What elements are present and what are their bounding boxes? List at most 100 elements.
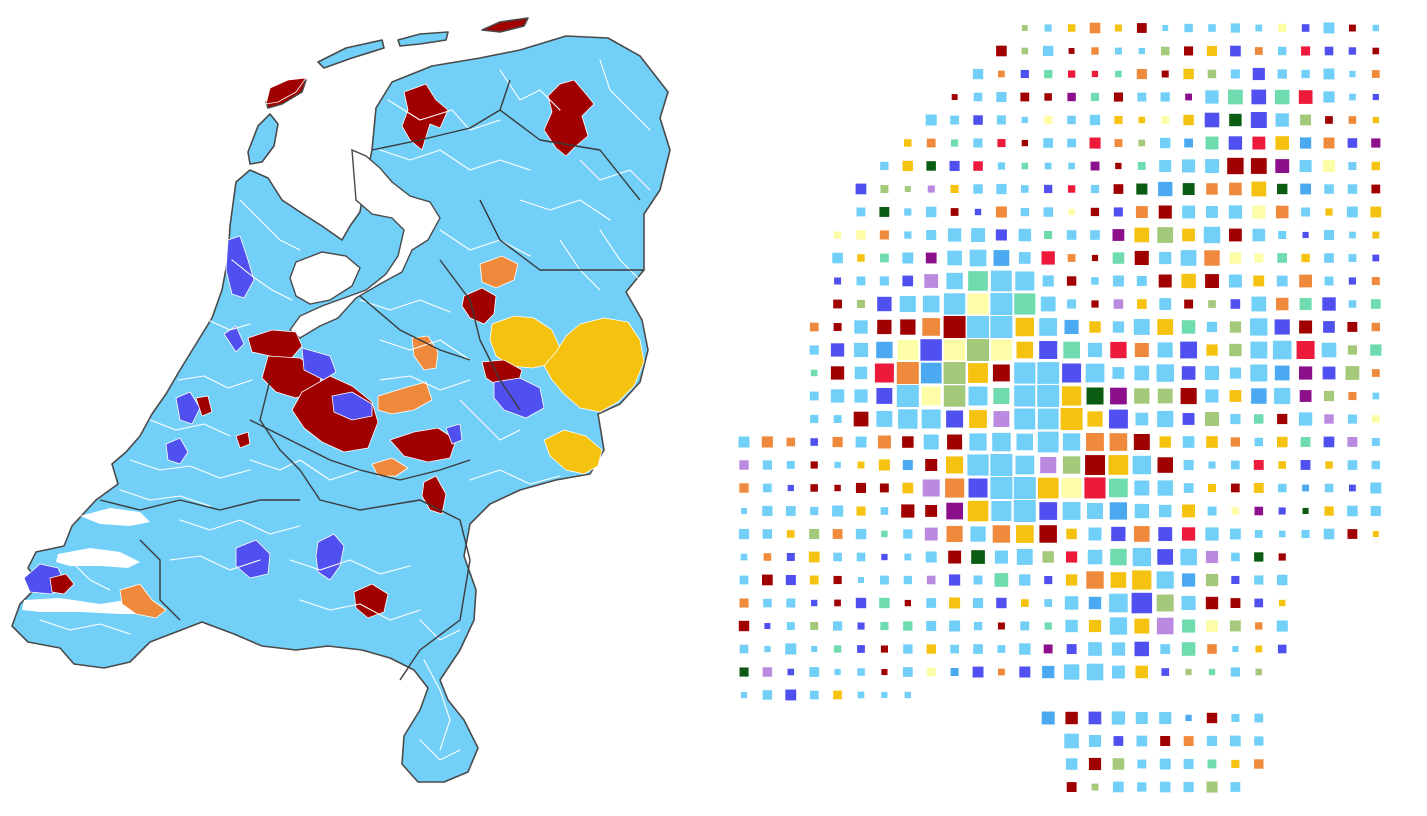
grid-tile	[922, 479, 940, 497]
grid-tile	[856, 230, 866, 240]
grid-tile	[854, 366, 868, 380]
grid-tile	[1158, 527, 1173, 541]
grid-tile	[898, 409, 918, 429]
grid-tile	[926, 598, 937, 608]
grid-tile	[990, 477, 1013, 499]
grid-tile	[1253, 460, 1264, 470]
grid-tile	[1158, 205, 1172, 219]
grid-tile	[1021, 162, 1029, 170]
grid-tile	[738, 528, 750, 540]
grid-tile	[949, 620, 961, 632]
grid-tile	[1275, 205, 1289, 219]
province-border	[359, 295, 471, 361]
municipality-border	[423, 659, 451, 751]
grid-tile	[1253, 275, 1265, 287]
grid-tile	[1018, 228, 1032, 242]
grid-tile	[943, 293, 966, 315]
grid-tile	[1254, 47, 1263, 55]
grid-tile	[1132, 455, 1151, 475]
grid-tile	[903, 644, 913, 654]
grid-tile	[787, 668, 795, 676]
grid-tile	[1133, 434, 1150, 450]
grid-tile	[968, 363, 988, 383]
grid-tile	[1043, 138, 1053, 148]
grid-tile	[1300, 137, 1312, 149]
grid-tile	[877, 296, 892, 312]
grid-tile	[1090, 92, 1099, 101]
grid-tile	[1134, 227, 1150, 243]
grid-tile	[1037, 385, 1060, 407]
municipality-border	[519, 199, 611, 221]
grid-tile	[1066, 230, 1077, 240]
grid-tile	[973, 115, 983, 125]
grid-tile	[1089, 114, 1101, 126]
grid-tile	[739, 575, 749, 585]
grid-tile	[997, 622, 1005, 630]
grid-tile	[1087, 342, 1103, 358]
grid-tile	[1228, 205, 1242, 219]
grid-tile	[992, 525, 1011, 543]
grid-tile	[1277, 413, 1288, 425]
grid-tile	[857, 461, 865, 469]
municipality-border	[419, 739, 461, 761]
grid-tile	[1136, 276, 1147, 286]
grid-tile	[1181, 595, 1196, 610]
grid-tile	[1229, 390, 1242, 402]
municipality-region-dark-red	[353, 583, 389, 619]
grid-tile	[1371, 184, 1381, 194]
grid-tile	[1205, 412, 1219, 426]
grid-tile	[1278, 553, 1286, 561]
grid-tile	[1042, 275, 1054, 287]
grid-tile	[924, 527, 938, 541]
grid-tile	[926, 667, 936, 677]
grid-tile	[1251, 181, 1267, 197]
grid-tile	[878, 459, 890, 471]
grid-tile	[1109, 593, 1128, 613]
grid-tile	[1185, 714, 1192, 722]
grid-tile	[809, 345, 819, 355]
grid-tile	[1206, 712, 1218, 724]
grid-tile	[921, 386, 941, 406]
grid-tile	[1205, 527, 1219, 541]
grid-tile	[1065, 758, 1078, 770]
grid-tile	[1066, 528, 1077, 540]
grid-tile	[1278, 507, 1286, 515]
grid-tile	[1324, 483, 1334, 493]
grid-tile	[1321, 342, 1337, 358]
grid-tile	[739, 667, 749, 677]
province-border	[439, 259, 521, 411]
grid-tile	[1324, 253, 1334, 263]
grid-tile	[1348, 162, 1357, 170]
estuary-oosterschelde	[56, 548, 140, 568]
grid-tile	[1208, 300, 1216, 308]
grid-tile	[1255, 668, 1263, 676]
grid-tile	[950, 668, 959, 676]
grid-tile	[922, 318, 940, 336]
grid-tile	[1067, 115, 1076, 125]
grid-tile	[1230, 667, 1240, 677]
grid-tile	[926, 644, 936, 654]
grid-tile	[810, 622, 819, 630]
grid-tile	[1276, 275, 1288, 287]
grid-tile	[997, 139, 1006, 148]
grid-tile	[1207, 759, 1217, 769]
grid-tile	[946, 456, 964, 474]
grid-tile	[1180, 548, 1197, 566]
grid-tile	[1184, 46, 1194, 56]
grid-tile	[876, 388, 893, 404]
municipality-region-blue-violet	[445, 423, 463, 445]
grid-tile	[1347, 322, 1358, 332]
grid-tile	[1206, 735, 1217, 746]
grid-tile	[1113, 736, 1124, 746]
grid-tile	[810, 461, 818, 469]
grid-tile	[1299, 390, 1312, 402]
province-border	[259, 379, 301, 471]
grid-tile	[1205, 389, 1219, 403]
grid-tile	[1347, 505, 1358, 517]
grid-tile	[949, 597, 961, 609]
grid-tile	[1016, 433, 1033, 451]
grid-tile	[1088, 711, 1102, 725]
grid-tile	[810, 369, 818, 377]
grid-tile	[1015, 271, 1035, 291]
grid-tile	[1206, 344, 1218, 356]
